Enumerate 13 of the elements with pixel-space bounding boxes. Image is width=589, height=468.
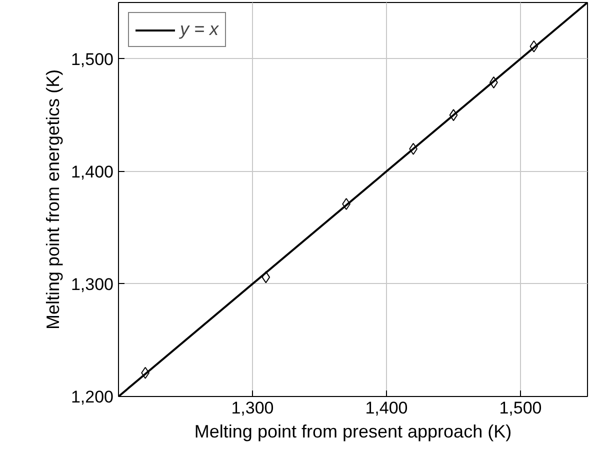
y-tick-label: 1,500 [70,50,114,69]
point [449,109,458,122]
y-tick-label: 1,200 [70,388,114,406]
x-tick-label: 1,400 [365,398,408,418]
x-axis-title: Melting point from present approach (K) [194,422,512,442]
x-tick-label: 1,300 [231,398,274,418]
point [530,40,538,52]
x-tick-label: 1,500 [499,398,542,418]
legend-label: y = x [180,19,219,40]
y-tick-label: 1,300 [70,274,114,294]
y-tick-label: 1,400 [70,162,114,182]
y-axis-title: Melting point from energetics (K) [42,69,63,330]
point [262,271,270,284]
